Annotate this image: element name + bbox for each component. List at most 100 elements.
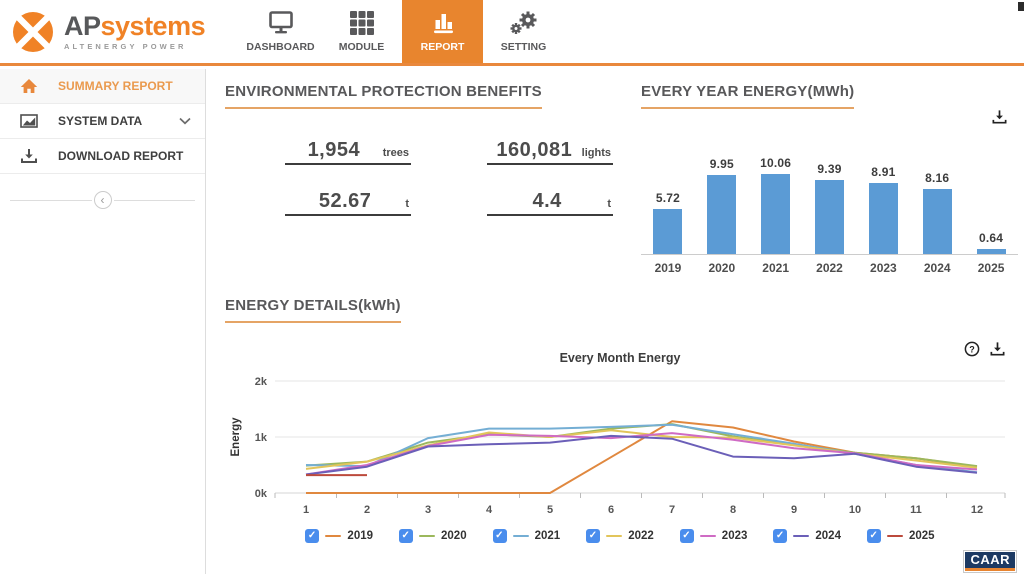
x-tick-label: 4 [486,504,493,516]
bar-category-label: 2020 [708,261,736,275]
legend-swatch [325,534,342,538]
nav-module[interactable]: MODULE [321,0,402,63]
month-chart-tools: ? [964,341,1006,357]
stat-value: 52.67 [318,190,372,212]
legend-item-2023[interactable]: 2023 [679,529,747,543]
nav-label: REPORT [420,41,465,53]
bar-group-2019: 5.72 [641,191,695,254]
stat-unit: t [607,198,611,210]
y-tick-label: 2k [255,376,268,388]
yearly-chart-download-button[interactable] [991,109,1008,125]
legend-checkbox[interactable] [492,529,507,543]
month-chart-download-button[interactable] [989,341,1006,357]
bar [761,174,791,254]
stat-co2: CO2 52.67 t [225,190,411,216]
sidebar-item-label: DOWNLOAD REPORT [58,149,184,163]
month-chart-help-button[interactable]: ? [964,341,980,357]
sidebar-item-download-report[interactable]: DOWNLOAD REPORT [0,139,205,174]
bar-category-label: 2021 [762,261,789,275]
bar [653,208,683,254]
legend-item-2021[interactable]: 2021 [492,529,561,543]
title-underline [641,107,855,109]
stat-unit: lights [581,147,611,159]
bar-category-label: 2023 [870,261,897,275]
x-tick-label: 2 [364,504,370,516]
month-chart-title: Every Month Energy [559,351,681,365]
gears-icon [510,11,536,34]
x-tick-label: 10 [849,504,861,516]
year-chart-bars: 5.72 9.95 10.06 9.39 8.91 8.16 0.64 [641,123,1018,255]
report-bars-icon [433,14,453,34]
bar-group-2022: 9.39 [803,162,857,254]
sidebar-collapse-row: ‹ [10,191,195,209]
nav-dashboard[interactable]: DASHBOARD [240,0,321,63]
legend-checkbox[interactable] [586,529,601,543]
legend-checkbox[interactable] [679,529,694,543]
sidebar-collapse-button[interactable]: ‹ [93,191,112,209]
stat-tree: Tree 1,954 trees [225,139,411,165]
caar-logo: CAAR [963,550,1017,573]
legend-checkbox[interactable] [305,529,320,543]
legend-label: 2025 [908,530,935,542]
legend-item-2022[interactable]: 2022 [586,529,654,543]
legend-item-2019[interactable]: 2019 [305,529,373,543]
chevron-left-icon: ‹ [100,193,105,207]
bar [868,183,898,254]
apsystems-logo: APsystems ALTENERGY POWER [0,0,212,63]
bar-value-label: 5.72 [655,190,680,205]
download-icon [992,110,1007,124]
y-axis-label: Energy [230,417,242,457]
y-tick-label: 1k [255,432,268,444]
stat-value: 1,954 [307,139,361,161]
energy-details-section: ENERGY DETAILS(kWh) ? Every Month Energy… [225,297,1018,543]
screen-corner-artifact [1018,2,1024,11]
legend-label: 2022 [628,530,654,542]
sidebar-item-system-data[interactable]: SYSTEM DATA [0,104,205,139]
legend-swatch [886,534,903,538]
brand-tagline: ALTENERGY POWER [64,41,187,51]
sidebar-item-summary-report[interactable]: SUMMARY REPORT [0,69,205,104]
yearly-energy-section: EVERY YEAR ENERGY(MWh) 5.72 9.95 10.06 9.39… [617,83,1018,275]
legend-checkbox[interactable] [866,529,881,543]
main-content: ENVIRONMENTAL PROTECTION BENEFITS Tree 1… [207,69,1024,574]
nav-setting[interactable]: SETTING [483,0,564,63]
legend-item-2025[interactable]: 2025 [866,529,935,543]
help-icon: ? [964,341,980,357]
legend-swatch [606,534,623,538]
legend-label: 2021 [534,530,561,542]
monthly-energy-chart: Every Month Energy 0k 1k 2k 1 2 3 4 5 6 7 8 9 10 11 12… [225,351,1018,543]
stat-label: Gas [445,197,469,211]
series-line-2020 [305,423,978,468]
bar-value-label: 9.39 [817,161,842,176]
apsystems-logo-icon [13,11,53,52]
nav-label: MODULE [338,41,385,53]
stat-label: Light [442,146,472,160]
stat-value: 4.4 [532,190,562,212]
legend-checkbox[interactable] [773,529,788,543]
divider [10,199,92,201]
x-tick-label: 11 [910,504,922,516]
benefits-stats: Tree 1,954 trees Light 160,081 lights CO… [225,139,617,216]
nav-report[interactable]: REPORT [402,0,483,63]
sidebar-item-label: SUMMARY REPORT [58,79,173,93]
legend-item-2024[interactable]: 2024 [773,529,841,543]
x-tick-label: 9 [791,504,797,516]
bar [922,189,952,254]
environmental-benefits-section: ENVIRONMENTAL PROTECTION BENEFITS Tree 1… [225,83,617,275]
stat-unit: t [405,198,409,210]
legend-checkbox[interactable] [399,529,414,543]
legend-swatch [699,534,716,538]
nav-label: DASHBOARD [246,41,315,53]
header: APsystems ALTENERGY POWER DASHBOARD MODU… [0,0,1024,66]
bar-group-2023: 8.91 [856,165,910,254]
x-tick-label: 12 [971,504,983,516]
yearly-bar-chart: 5.72 9.95 10.06 9.39 8.91 8.16 0.64 2019 2020 20… [641,123,1018,275]
bar-category-label: 2024 [923,261,951,275]
legend-item-2020[interactable]: 2020 [399,529,467,543]
bar-category-label: 2019 [654,261,682,275]
legend-swatch [793,534,810,538]
svg-text:?: ? [969,344,975,354]
x-tick-label: 7 [669,504,675,516]
legend-swatch [512,534,529,538]
